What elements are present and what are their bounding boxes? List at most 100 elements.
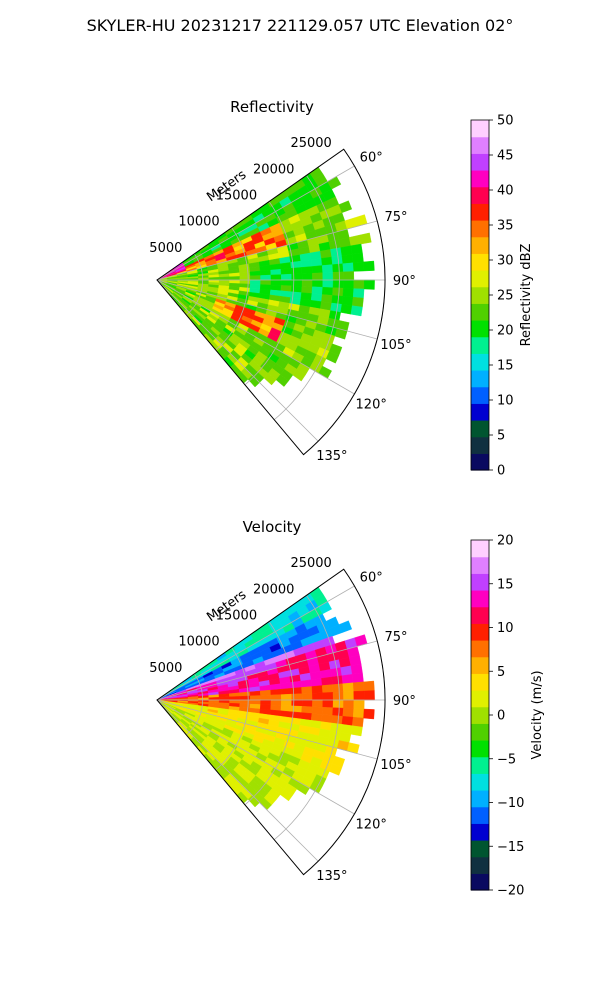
azimuth-spoke: [156, 279, 378, 340]
radar-bin: [229, 696, 241, 701]
radar-bin: [301, 286, 313, 294]
radar-bin: [290, 680, 302, 689]
colorbar-tick-label: 0: [497, 709, 505, 724]
radar-bin: [290, 705, 303, 713]
radar-bin: [229, 272, 241, 278]
radar-bin: [342, 262, 354, 273]
radar-bin: [260, 274, 272, 281]
colorbar-segment: [471, 170, 489, 188]
angle-tick-label: 75°: [384, 630, 407, 645]
radar-bin: [321, 676, 333, 686]
radar-bin: [354, 634, 368, 647]
azimuth-spoke: [156, 640, 378, 701]
velocity-colorbar: −20 −15 −10 −5 0 5 10 15 20 Velocity (m/s): [470, 534, 545, 899]
colorbar-segment: [471, 270, 489, 288]
range-ring: [215, 647, 249, 771]
radial-tick-label: 15000: [216, 189, 257, 204]
range-ring: [186, 253, 203, 316]
reflectivity-title: Reflectivity: [230, 98, 314, 116]
radar-bin: [350, 725, 363, 737]
radial-tick-label: 25000: [290, 556, 331, 571]
radar-bin: [249, 275, 261, 281]
radial-tick-label: 20000: [253, 582, 294, 597]
radar-bin: [312, 699, 324, 708]
sector-frame: [156, 148, 386, 456]
radar-bin: [341, 296, 354, 306]
reflectivity-panel: Reflectivity 60° 75° 90° 105° 120° 135° 5000 10…: [149, 98, 534, 479]
colorbar-segment: [471, 823, 489, 841]
angle-tick-label: 135°: [316, 449, 347, 464]
radar-bin: [363, 279, 375, 290]
radar-bin: [280, 693, 292, 701]
colorbar-tick-label: −10: [497, 796, 524, 811]
radar-bin: [332, 287, 344, 297]
radar-bin: [341, 674, 354, 684]
radar-bin: [331, 675, 344, 685]
radar-bin: [312, 272, 324, 281]
figure-title: SKYLER-HU 20231217 221129.057 UTC Elevat…: [87, 16, 514, 35]
angle-tick-label: 120°: [356, 818, 387, 833]
radar-bin: [218, 696, 230, 701]
azimuth-spoke: [156, 699, 355, 815]
radar-bin: [321, 286, 334, 296]
radar-bin: [352, 708, 365, 719]
radar-bin: [229, 279, 241, 284]
colorbar-tick-label: 40: [497, 184, 514, 199]
range-ring: [244, 201, 295, 386]
radar-bin: [291, 699, 303, 707]
colorbar-tick-label: 0: [497, 464, 505, 479]
range-ring: [215, 227, 249, 351]
radar-bin: [249, 699, 261, 705]
radar-field: [156, 586, 375, 811]
colorbar-tick-label: 50: [497, 114, 514, 129]
colorbar-segment: [471, 403, 489, 421]
velocity-title: Velocity: [243, 518, 302, 536]
radar-bin: [363, 680, 375, 692]
radar-bin: [338, 200, 353, 213]
angle-tick-label: 105°: [380, 338, 411, 353]
colorbar-segment: [471, 873, 489, 891]
colorbar-label: Reflectivity dBZ: [519, 244, 534, 347]
azimuth-spoke: [156, 220, 378, 281]
velocity-polar-plot: 60° 75° 90° 105° 120° 135° 5000 10000 15000 20000…: [149, 556, 416, 884]
colorbar-segment: [471, 353, 489, 371]
azimuth-spoke: [156, 279, 319, 442]
colorbar-segment: [471, 436, 489, 454]
radar-bin: [332, 279, 344, 289]
colorbar-segment: [471, 773, 489, 791]
colorbar-segment: [471, 806, 489, 824]
radar-bin: [280, 788, 294, 802]
radar-bin: [322, 699, 334, 708]
radar-bin: [290, 285, 303, 293]
radar-bin: [300, 679, 313, 688]
colorbar-segment: [471, 120, 489, 138]
radar-bin: [351, 252, 364, 264]
colorbar-segment: [471, 303, 489, 321]
radar-bin: [332, 271, 344, 281]
range-ring: [244, 621, 295, 806]
range-ring: [273, 175, 340, 421]
radar-bin: [332, 691, 344, 701]
colorbar-segment: [471, 673, 489, 691]
colorbar-tick-label: 5: [497, 429, 505, 444]
radar-bin: [331, 295, 344, 305]
radar-bin: [301, 699, 313, 708]
colorbar-tick-label: 45: [497, 149, 514, 164]
radar-bin: [291, 279, 303, 287]
colorbar-tick-label: 20: [497, 324, 514, 339]
radar-bin: [270, 694, 282, 701]
radar-bin: [322, 279, 334, 288]
radar-bin: [331, 255, 344, 265]
radar-bin: [350, 243, 363, 255]
radar-bin: [280, 688, 292, 695]
radial-tick-label: 20000: [253, 162, 294, 177]
colorbar-tick-label: 15: [497, 359, 514, 374]
colorbar-segment: [471, 790, 489, 808]
radar-bin: [249, 695, 261, 701]
radar-bin: [249, 270, 261, 277]
azimuth-spoke: [156, 165, 355, 281]
radar-bin: [208, 277, 220, 281]
colorbar-tick-label: 15: [497, 577, 514, 592]
colorbar-segment: [471, 573, 489, 591]
radar-bin: [332, 683, 344, 693]
